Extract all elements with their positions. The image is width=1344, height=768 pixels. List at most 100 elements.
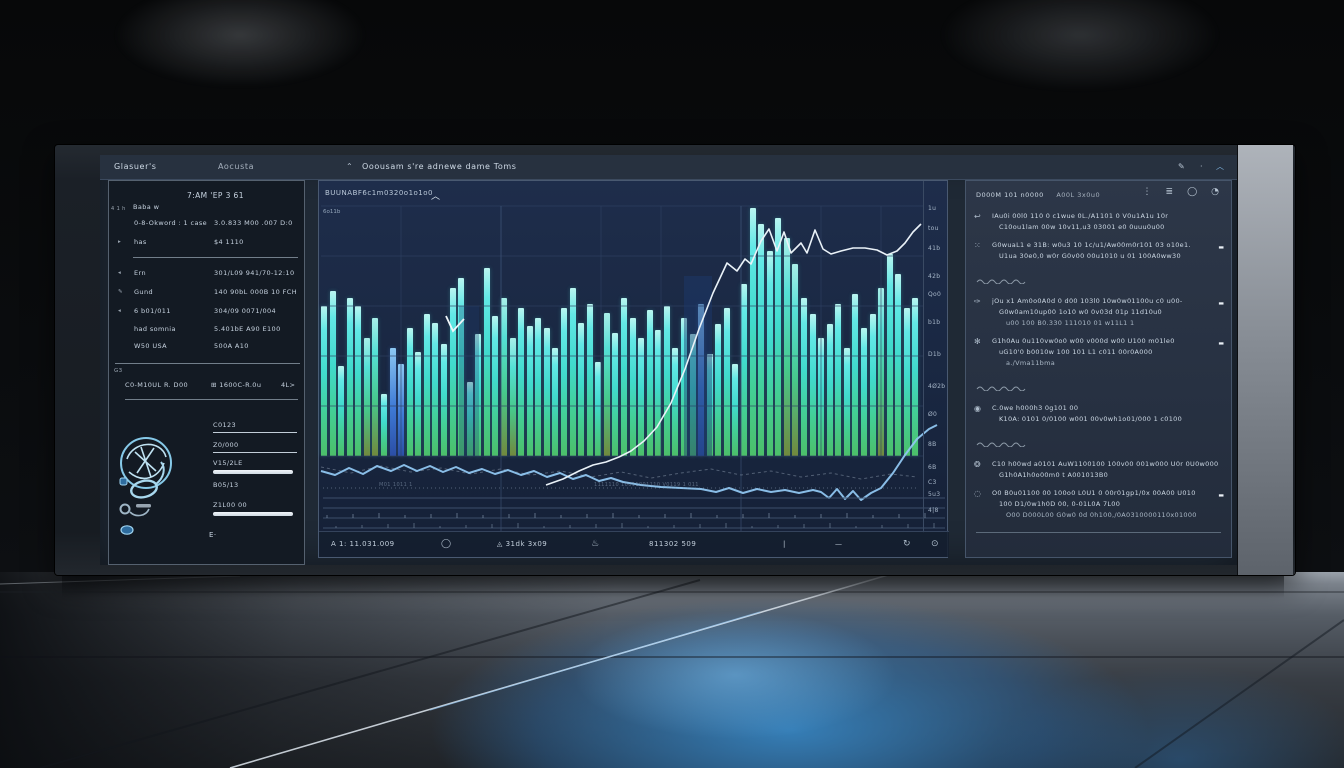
sidebar-row2-b[interactable]: ⊞ 1600C-R.0u [211,381,262,389]
monitor-floor-shadow [62,572,1284,598]
chart-bar [681,318,687,456]
feed-item[interactable]: ◌ O0 B0u01100 00 100o0 L0U1 0 00r01gp1/0x… [974,488,1224,521]
sidebar-row2-a[interactable]: C0-M10UL R. D00 [125,381,189,389]
more-icon[interactable]: ▬ [1218,244,1224,251]
row-label[interactable]: Ern [134,269,146,277]
chart-bar [569,288,576,456]
chart-bar [766,251,773,456]
chart-bar [321,306,327,456]
sidebar-row2-c[interactable]: 4L> [281,381,296,389]
chart-bar [329,291,336,456]
chart-bar [621,298,627,456]
chart-bar [629,318,636,456]
chart-right-axis: 1u tou 41b 42b Qo0 b1b D1b 4Ø2b Ø0 8B 6B C3 5u3 4|8 [923,181,949,533]
more-icon[interactable]: ▬ [1218,300,1224,307]
status-text: A 1: 11.031.009 [331,540,395,548]
chart-bar [672,348,679,456]
feed-item[interactable]: ↩ IAu0i 00l0 110 0 c1wue 0L./A1101 0 V0u1… [974,211,1224,233]
axis-tick-label: 41b [928,245,941,252]
row-label[interactable]: had somnia [134,325,176,333]
redacted-squiggle [976,269,1224,288]
chart-bar [483,268,490,456]
feed-item-text: G1h0Au 0u110vw0o0 w00 v000d w00 U100 m01… [992,337,1175,367]
chart-bar [466,382,473,456]
divider [133,257,298,258]
axis-tick-label: 4|8 [928,507,939,514]
ruler-label-mid: 1111110 10011001110 V0119 1 011 [594,482,699,488]
row-label[interactable]: 0-8-Okword : 1 case [134,219,208,227]
row-value: 5.401bE A90 E100 [214,325,281,333]
bars-layer [319,206,925,456]
edit-icon[interactable]: ✎ [1178,162,1185,171]
slider-track[interactable] [213,432,297,433]
ruler-label-left: M01 1011 1 [379,482,413,488]
chart-bar [372,318,379,456]
chart-bar [441,344,447,456]
row-label[interactable]: W50 USA [134,342,168,350]
feed-header-title: D000M 101 n0000 [976,191,1044,199]
more-icon[interactable]: ▬ [1218,340,1224,347]
chart-bar [492,316,499,456]
axis-tick-label: 1u [928,205,937,212]
chart-bar [526,326,533,456]
feed-header-sub: A00L 3x0u0 [1056,191,1101,199]
chart-bar [792,264,799,456]
dot-icon: · [1200,162,1203,171]
slider-handle[interactable] [213,512,293,516]
list-icon[interactable]: ≣ [1165,187,1174,197]
axis-tick-label: D1b [928,351,942,358]
circle-icon[interactable]: ◯ [1187,187,1198,197]
feed-item[interactable]: ◉ C.0we h000h3 0g101 00 K10A: 0101 0/0100 … [974,403,1224,425]
section-label: G3 [114,368,123,374]
row-value: 140 90bL 000B 10 FCH [214,288,297,296]
chart-bar [732,364,739,456]
row-label[interactable]: 6 b01/011 [134,307,171,315]
chart-bar [346,298,353,456]
feed-item-text: jOu x1 Am0o0A0d 0 d00 103l0 10w0w01100u … [992,297,1183,327]
feed-item[interactable]: ✻ G1h0Au 0u110vw0o0 w00 v000d w00 U100 m0… [974,336,1224,369]
axis-tick-label: 6B [928,464,937,471]
gauge-doodle [119,437,172,535]
kebab-icon[interactable]: ⋮ [1142,187,1152,197]
status-icon[interactable]: ◯ [441,539,452,549]
chart-bar [518,308,525,456]
chart-bar [809,314,816,456]
chart-bar [449,288,456,456]
axis-tick-label: 5u3 [928,491,941,498]
monitor-side-bezel [1237,145,1293,575]
tab-accounts[interactable]: Aocusta [218,162,255,171]
chevron-up-icon[interactable]: ︿ [1216,162,1224,171]
axis-tick-label: tou [928,225,939,232]
row-value: 301/L09 941/70-12:10 [214,269,295,277]
chevron-up-icon[interactable]: ︿ [431,192,441,202]
floor-seams [0,574,1344,768]
feed-item-icon: ◉ [974,404,981,413]
feed-item[interactable]: ⁙ G0wuaL1 e 31B: w0u3 10 1c/u1/Aw00m0r101… [974,240,1224,262]
slider-track[interactable] [213,452,297,453]
tab-bar: Glasuer's Aocusta ⌃ Ooousam s're adnewe … [100,155,1237,180]
feed-item[interactable]: ❂ C10 h00wd a0101 AuW1100100 100v00 001w0… [974,459,1224,481]
chart-bar [818,338,825,456]
axis-tick-label: 42b [928,273,941,280]
row-value: 3.0.833 M00 .007 D:0 [214,219,293,227]
slider-handle[interactable] [213,470,293,474]
window-title: Ooousam s're adnewe dame Toms [362,162,517,171]
status-icon[interactable]: ⊙ [931,539,940,549]
row-label[interactable]: has [134,238,147,246]
sidebar-panel: 7:AM 'EP 3 61 4 1 h Baba w 0-8-Okword : … [108,180,305,565]
slider-label: B05/13 [213,481,239,489]
chart-bar [338,366,345,456]
chart-bar [612,333,619,456]
status-icon[interactable]: ♨ [591,539,600,549]
status-icon[interactable]: ↻ [903,539,912,549]
sidebar-footer-icon[interactable]: E· [209,531,217,539]
clock-icon[interactable]: ◔ [1211,187,1219,197]
feed-item[interactable]: ✑ jOu x1 Am0o0A0d 0 d00 103l0 10w0w01100u… [974,296,1224,329]
chart-status-bar: A 1: 11.031.009 ◯ ◬ 31dk 3x09 ♨ 811302 509 | —… [319,531,949,557]
tab-overview[interactable]: Glasuer's [114,162,157,171]
row-label[interactable]: Gund [134,288,154,296]
chart-bar [381,394,387,456]
more-icon[interactable]: ▬ [1218,492,1224,499]
chart-bar [363,338,370,456]
redacted-squiggle [976,432,1224,451]
